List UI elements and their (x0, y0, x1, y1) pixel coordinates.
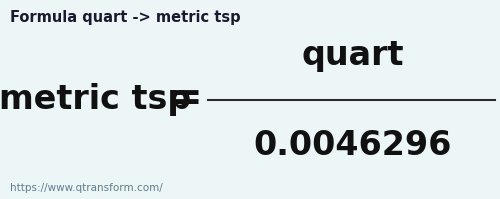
Text: https://www.qtransform.com/: https://www.qtransform.com/ (10, 183, 163, 193)
Text: Formula quart -> metric tsp: Formula quart -> metric tsp (10, 10, 240, 25)
Text: 0.0046296: 0.0046296 (254, 129, 452, 162)
Text: quart: quart (301, 39, 404, 72)
Text: =: = (170, 81, 202, 118)
Text: metric tsp: metric tsp (0, 83, 191, 116)
